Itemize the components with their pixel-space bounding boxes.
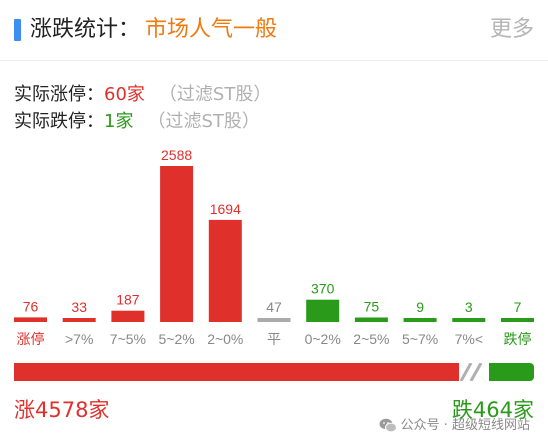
limit-down-value: 1家 bbox=[104, 111, 134, 132]
bar-value-label: 75 bbox=[364, 299, 380, 315]
category-label: 2~0% bbox=[207, 331, 243, 347]
total-down-count: 跌464家 bbox=[451, 398, 534, 422]
header-accent-bar bbox=[14, 19, 21, 41]
bar-value-label: 76 bbox=[23, 298, 39, 314]
market-sentiment-label: 市场人气一般 bbox=[145, 17, 278, 42]
bar-value-label: 7 bbox=[514, 299, 522, 315]
breadth-down-segment bbox=[489, 363, 534, 381]
category-label: 平 bbox=[267, 331, 281, 347]
bar-value-label: 9 bbox=[416, 299, 424, 315]
bar-6 bbox=[306, 299, 340, 322]
category-label: 5~7% bbox=[402, 331, 438, 347]
category-label: 0~2% bbox=[305, 331, 341, 347]
category-label: >7% bbox=[65, 331, 93, 347]
total-up-count: 涨4578家 bbox=[14, 398, 110, 422]
bar-value-label: 2588 bbox=[161, 147, 192, 163]
bar-5 bbox=[257, 318, 291, 322]
category-label: 7%< bbox=[455, 331, 483, 347]
category-label: 2~5% bbox=[353, 331, 389, 347]
limit-down-stat: 实际跌停：1家 （过滤ST股） bbox=[14, 110, 260, 134]
bar-0 bbox=[14, 317, 47, 322]
category-label: 涨停 bbox=[17, 331, 45, 347]
bar-8 bbox=[403, 318, 437, 322]
bar-3 bbox=[160, 166, 194, 322]
breadth-up-segment bbox=[14, 363, 459, 381]
breadth-slash-1 bbox=[469, 363, 483, 381]
limit-down-filter-note: （过滤ST股） bbox=[147, 111, 260, 132]
distribution-bar-chart: 76 涨停 33 >7% 187 7~5% 2588 5~2% 1694 2~0% 47 平 370 0~… bbox=[14, 147, 534, 347]
bar-value-label: 47 bbox=[266, 299, 282, 315]
bar-4 bbox=[208, 219, 242, 322]
limit-up-filter-note: （过滤ST股） bbox=[158, 84, 272, 105]
breadth-slash-0 bbox=[459, 363, 473, 381]
limit-up-label: 实际涨停： bbox=[14, 84, 104, 105]
market-breadth-bar bbox=[14, 363, 534, 381]
bar-value-label: 187 bbox=[116, 292, 140, 308]
wechat-icon bbox=[379, 418, 397, 433]
bar-value-label: 1694 bbox=[210, 201, 241, 217]
watermark: 公众号 · 超级短线网站 bbox=[379, 416, 530, 436]
bar-9 bbox=[452, 318, 486, 322]
bar-1 bbox=[62, 318, 96, 322]
category-label: 跌停 bbox=[504, 331, 532, 347]
bar-2 bbox=[111, 310, 145, 322]
limit-down-label: 实际跌停： bbox=[14, 111, 104, 132]
bar-value-label: 3 bbox=[465, 299, 473, 315]
title-colon: ： bbox=[118, 17, 141, 42]
bar-7 bbox=[354, 317, 388, 322]
header: 涨跌统计 ： 市场人气一般 更多 bbox=[0, 0, 548, 61]
more-link[interactable]: 更多 bbox=[489, 17, 534, 42]
bar-value-label: 33 bbox=[71, 299, 87, 315]
bar-10 bbox=[501, 318, 534, 322]
watermark-text: 公众号 · 超级短线网站 bbox=[400, 418, 530, 433]
breadth-divider bbox=[459, 363, 483, 381]
bar-value-label: 370 bbox=[311, 281, 335, 297]
limit-up-stat: 实际涨停：60家 （过滤ST股） bbox=[14, 83, 271, 107]
category-label: 7~5% bbox=[110, 331, 146, 347]
page-title: 涨跌统计 bbox=[30, 17, 119, 42]
limit-up-value: 60家 bbox=[104, 84, 145, 105]
category-label: 5~2% bbox=[158, 331, 194, 347]
